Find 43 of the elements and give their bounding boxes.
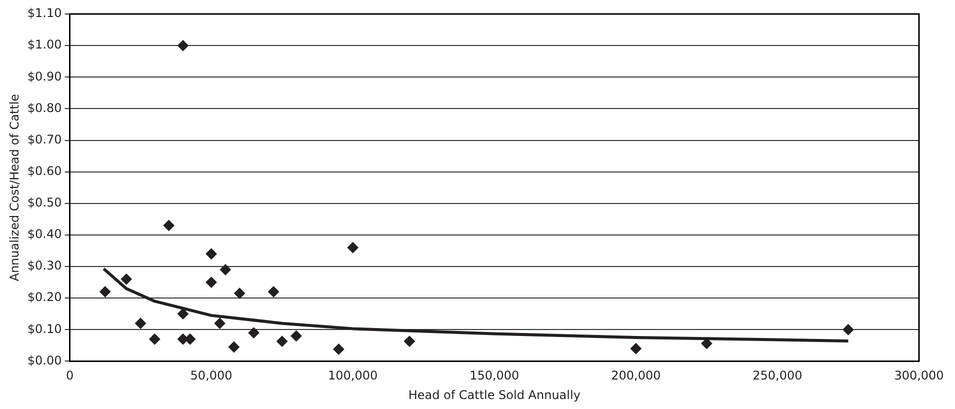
point bbox=[214, 318, 226, 329]
y-tick-label: $1.10 bbox=[27, 6, 62, 20]
x-tick-label: 200,000 bbox=[611, 368, 661, 383]
x-tick-label: 150,000 bbox=[470, 368, 520, 383]
point bbox=[206, 248, 217, 260]
x-tick-label: 50,000 bbox=[190, 368, 232, 383]
point bbox=[347, 242, 358, 254]
y-tick-label: $0.60 bbox=[27, 164, 62, 178]
point bbox=[268, 286, 280, 298]
y-tick-label: $0.50 bbox=[27, 196, 62, 210]
point bbox=[630, 343, 642, 354]
point bbox=[206, 276, 217, 288]
point bbox=[120, 274, 132, 285]
point bbox=[177, 40, 188, 52]
point bbox=[100, 286, 111, 298]
point bbox=[228, 341, 240, 352]
y-tick-label: $0.30 bbox=[27, 258, 62, 273]
point bbox=[333, 344, 344, 355]
x-tick-label: 100,000 bbox=[328, 368, 378, 383]
point bbox=[290, 330, 302, 342]
point bbox=[135, 318, 146, 329]
y-tick-label: $0.90 bbox=[27, 69, 62, 84]
point bbox=[177, 308, 188, 320]
point bbox=[842, 324, 854, 336]
x-tick-label: 300,000 bbox=[894, 368, 944, 383]
x-tick-label: 0 bbox=[66, 368, 74, 383]
y-axis-title: Annualized Cost/Head of Cattle bbox=[7, 94, 22, 282]
y-tick-label: $0.10 bbox=[27, 322, 62, 336]
y-tick-label: $1.00 bbox=[27, 38, 62, 52]
y-tick-label: $0.40 bbox=[27, 227, 62, 242]
point bbox=[404, 336, 415, 347]
x-tick-label: 250,000 bbox=[752, 368, 802, 383]
point bbox=[248, 327, 260, 338]
y-tick-label: $0.00 bbox=[27, 353, 62, 368]
point bbox=[149, 334, 160, 345]
y-tick-label: $0.70 bbox=[27, 132, 62, 146]
point bbox=[276, 336, 288, 347]
point bbox=[234, 288, 246, 299]
point bbox=[163, 220, 174, 231]
x-axis-title: Head of Cattle Sold Annually bbox=[408, 388, 580, 402]
y-tick-label: $0.20 bbox=[27, 290, 62, 304]
point bbox=[220, 264, 231, 276]
y-tick-label: $0.80 bbox=[27, 100, 62, 115]
